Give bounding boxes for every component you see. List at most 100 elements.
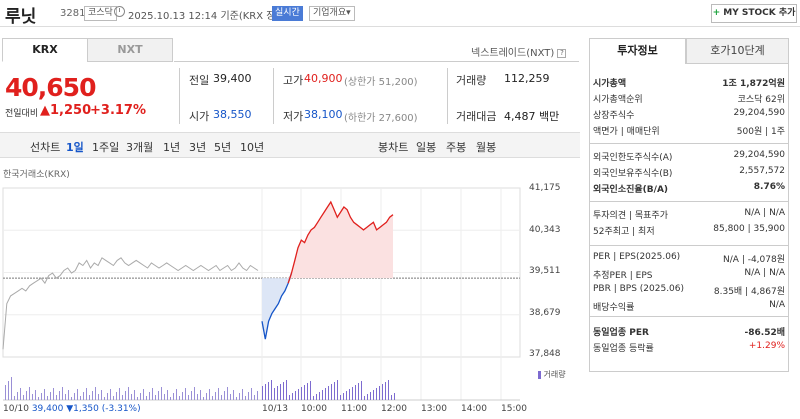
- volume-bar: [146, 396, 147, 400]
- tab-invest-info[interactable]: 투자정보: [589, 38, 686, 64]
- divider: [589, 316, 789, 317]
- info-row-label: 액면가 | 매매단위: [593, 127, 660, 137]
- volume-bar: [26, 391, 27, 400]
- info-row: 액면가 | 매매단위 500원 | 1주: [593, 124, 785, 138]
- volume-bar: [370, 392, 371, 400]
- volume-bar: [65, 394, 66, 400]
- volume-bar: [230, 394, 231, 400]
- candle-weekly[interactable]: 주봉: [446, 141, 467, 154]
- period-1y[interactable]: 1년: [163, 141, 181, 154]
- volume-bar: [104, 397, 105, 400]
- high-label: 고가: [283, 74, 304, 87]
- info-row-label: PER | EPS(2025.06): [593, 252, 681, 262]
- y-tick: 37,848: [529, 349, 561, 359]
- info-row-value: +1.29%: [748, 341, 785, 351]
- volume-bar: [59, 391, 60, 400]
- info-row-value: 2,557,572: [739, 166, 785, 176]
- volume-bar: [44, 389, 45, 400]
- divider: [589, 245, 789, 246]
- volume-bar: [173, 393, 174, 400]
- volume-bar: [122, 395, 123, 400]
- period-1w[interactable]: 1주일: [92, 141, 120, 154]
- volume-bar: [50, 392, 51, 400]
- volume-bar: [316, 394, 317, 400]
- period-5y[interactable]: 5년: [214, 141, 232, 154]
- volume-bar: [176, 389, 177, 400]
- period-3m[interactable]: 3개월: [126, 141, 154, 154]
- x-tick: 14:00: [461, 404, 487, 414]
- info-row-label: 상장주식수: [593, 111, 635, 121]
- volume-bar: [364, 396, 365, 400]
- info-row-value: N/A | N/A: [744, 268, 785, 278]
- volume-bar: [239, 393, 240, 400]
- volume-bar: [5, 385, 6, 400]
- y-tick: 39,511: [529, 266, 561, 276]
- high-value: 40,900: [304, 72, 343, 85]
- volume-bar: [227, 387, 228, 400]
- tab-nxt[interactable]: NXT: [87, 38, 173, 62]
- volume-bar: [248, 392, 249, 400]
- price-chart[interactable]: [0, 180, 580, 419]
- volume-bar: [367, 394, 368, 400]
- info-row: 시가총액 1조 1,872억원: [593, 76, 785, 90]
- info-row-value: 85,800 | 35,900: [713, 224, 785, 234]
- y-tick: 38,679: [529, 308, 561, 318]
- info-row-label: 52주최고 | 최저: [593, 227, 655, 237]
- x-tick: 13:00: [421, 404, 447, 414]
- volume-bar: [310, 381, 311, 400]
- volume-bar: [101, 390, 102, 400]
- info-row: 외국인보유주식수(B) 2,557,572: [593, 166, 785, 180]
- volume-bar: [361, 381, 362, 400]
- info-row-label: 배당수익률: [593, 303, 635, 313]
- prev-day-line: [2, 257, 259, 350]
- volume-bar: [134, 390, 135, 400]
- divider: [447, 68, 448, 124]
- period-10y[interactable]: 10년: [240, 141, 265, 154]
- volume-bar: [283, 382, 284, 400]
- stock-name: 루닛: [5, 7, 37, 27]
- divider: [273, 68, 274, 124]
- down-area: [262, 278, 292, 340]
- volume-bar: [313, 396, 314, 400]
- period-3y[interactable]: 3년: [189, 141, 207, 154]
- volume-bar: [271, 380, 272, 400]
- volume-bar: [209, 389, 210, 400]
- volume-bar: [334, 382, 335, 400]
- info-row: 투자의견 | 목표주가 N/A | N/A: [593, 208, 785, 222]
- company-overview-button[interactable]: 기업개요▾: [309, 6, 355, 21]
- nextrade-link[interactable]: 넥스트레이드(NXT) ?: [471, 44, 567, 59]
- volume-bar: [83, 392, 84, 400]
- volume-bar: [385, 382, 386, 400]
- low-value: 38,100: [304, 108, 343, 121]
- info-row-value: 1조 1,872억원: [722, 79, 785, 89]
- volume-bar: [319, 392, 320, 400]
- candle-daily[interactable]: 일봉: [416, 141, 437, 154]
- realtime-button[interactable]: 실시간: [272, 6, 303, 21]
- tab-orderbook[interactable]: 호가10단계: [686, 38, 789, 64]
- line-chart-label: 선차트: [30, 141, 61, 154]
- volume-bar: [322, 390, 323, 400]
- volume-bar: [107, 393, 108, 400]
- tab-krx[interactable]: KRX: [2, 38, 88, 62]
- volume-bar: [47, 396, 48, 400]
- volume-bar: [143, 389, 144, 400]
- period-1d[interactable]: 1일: [66, 141, 84, 154]
- volume-bar: [215, 392, 216, 400]
- volume-bar: [304, 385, 305, 400]
- volume-bar: [328, 386, 329, 400]
- volume-bar: [212, 396, 213, 400]
- info-row: 시가총액순위 코스닥 62위: [593, 92, 785, 106]
- volume-bar: [116, 392, 117, 400]
- volume-bars: [5, 377, 395, 400]
- add-mystock-button[interactable]: + MY STOCK 추가: [711, 4, 797, 23]
- change-label: 전일대비: [5, 109, 39, 119]
- current-price: 40,650: [5, 73, 96, 102]
- divider: [589, 143, 789, 144]
- candle-monthly[interactable]: 월봉: [476, 141, 497, 154]
- volume-bar: [56, 395, 57, 400]
- chart-grid: [2, 187, 521, 401]
- volume-bar: [337, 380, 338, 400]
- volume-bar: [382, 384, 383, 400]
- volume-bar: [218, 388, 219, 400]
- volume-bar: [95, 387, 96, 400]
